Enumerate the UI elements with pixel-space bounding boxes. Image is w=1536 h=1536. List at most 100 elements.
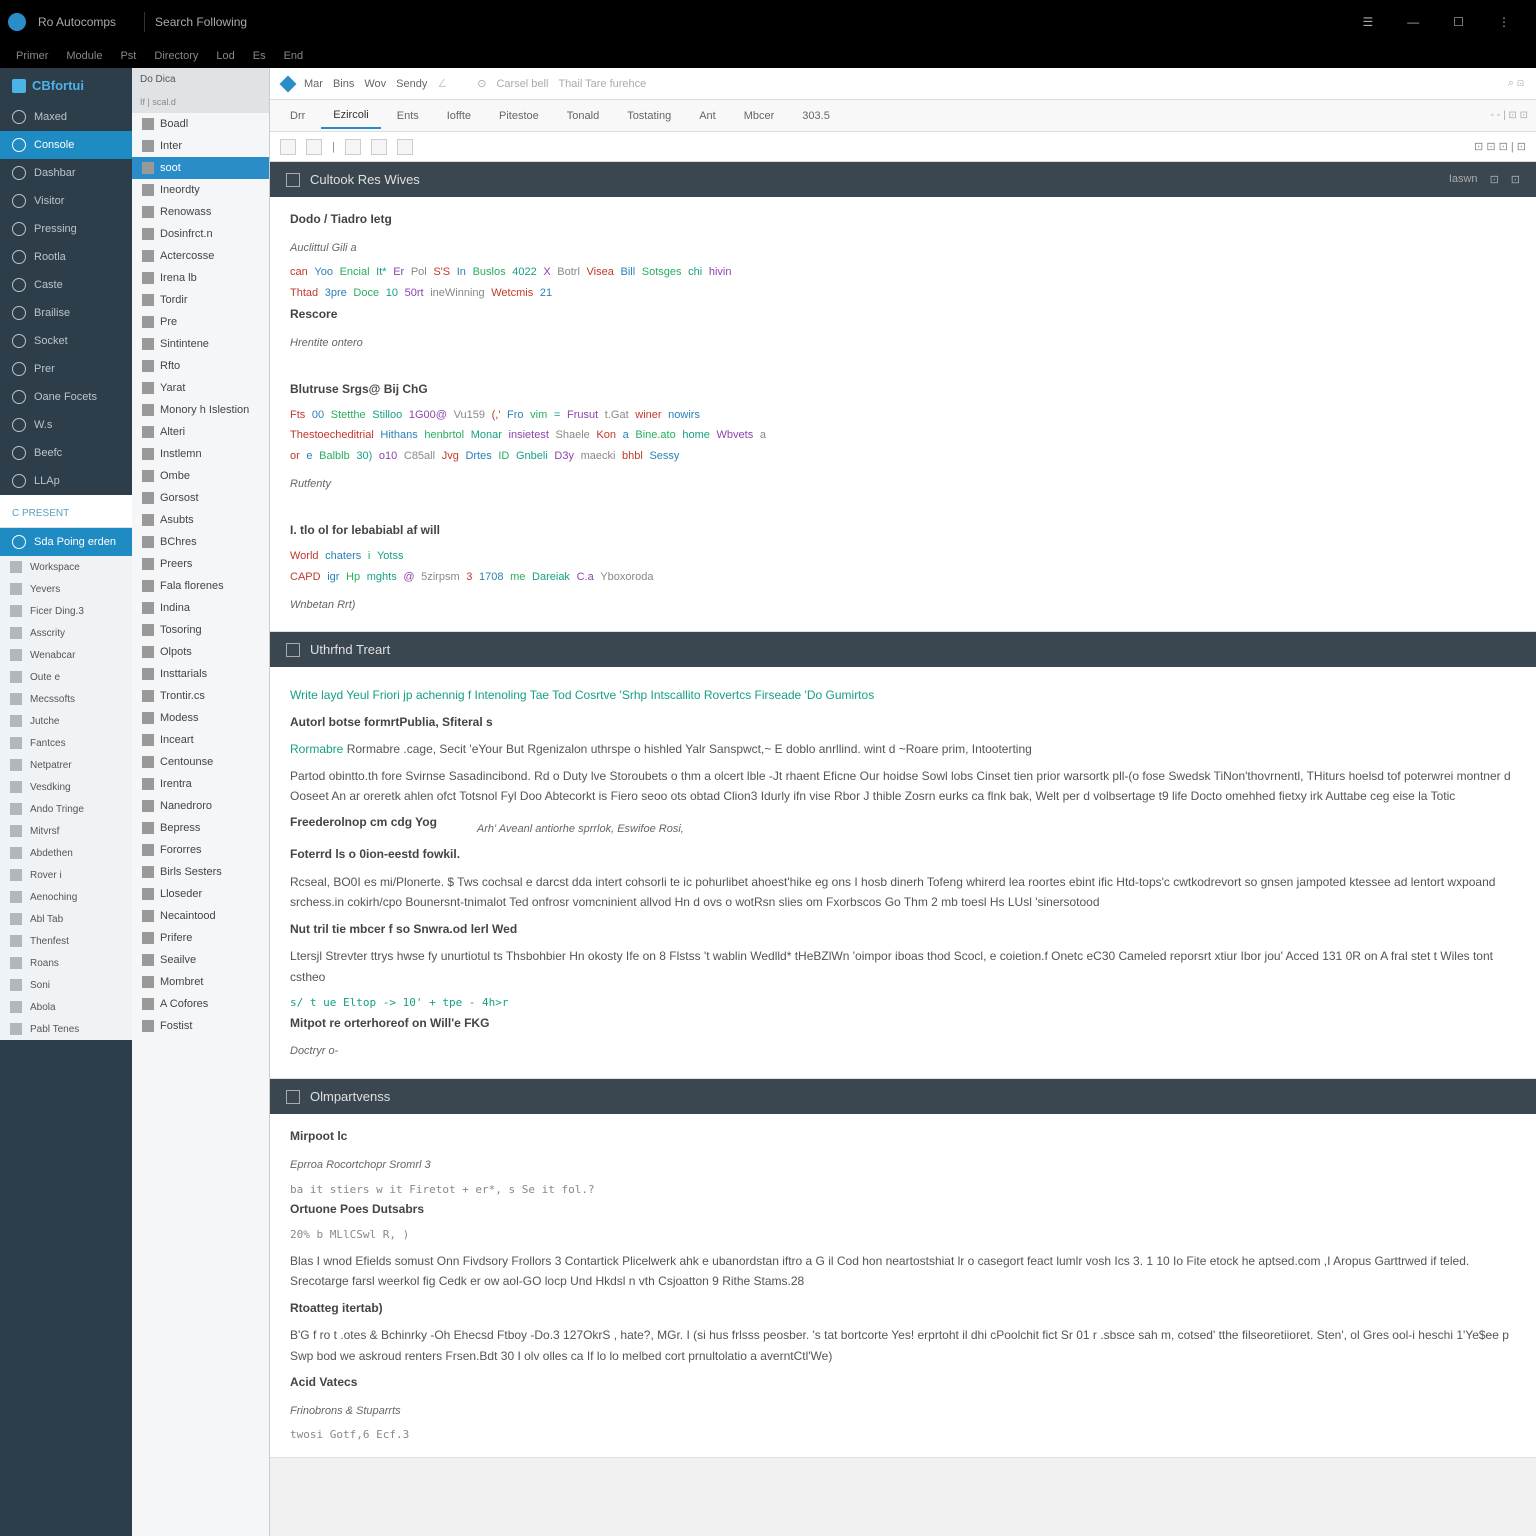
panel-item[interactable]: Ficer Ding.3 bbox=[0, 600, 132, 622]
panel-item[interactable]: Yevers bbox=[0, 578, 132, 600]
tool-icon[interactable] bbox=[397, 139, 413, 155]
close-icon[interactable]: ⋮ bbox=[1498, 15, 1510, 29]
list-item[interactable]: Indina bbox=[132, 597, 269, 619]
list-item[interactable]: Seailve bbox=[132, 949, 269, 971]
panel-item[interactable]: Rover i bbox=[0, 864, 132, 886]
menu-item[interactable]: Directory bbox=[154, 50, 198, 62]
maximize-icon[interactable]: ☐ bbox=[1453, 15, 1464, 29]
list-item[interactable]: Boadl bbox=[132, 113, 269, 135]
doc-action[interactable]: ⊡ bbox=[1490, 173, 1499, 186]
list-item[interactable]: Gorsost bbox=[132, 487, 269, 509]
list-item[interactable]: Birls Sesters bbox=[132, 861, 269, 883]
tab[interactable]: Ezircoli bbox=[321, 103, 380, 129]
list-item[interactable]: Centounse bbox=[132, 751, 269, 773]
list-item[interactable]: Insttarials bbox=[132, 663, 269, 685]
panel-item[interactable]: Asscrity bbox=[0, 622, 132, 644]
brand[interactable]: CBfortui bbox=[0, 68, 132, 103]
list-item[interactable]: Mombret bbox=[132, 971, 269, 993]
panel-item[interactable]: Netpatrer bbox=[0, 754, 132, 776]
panel-item[interactable]: Ando Tringe bbox=[0, 798, 132, 820]
sidebar-item[interactable]: LLAp bbox=[0, 467, 132, 495]
list-item[interactable]: Pre bbox=[132, 311, 269, 333]
tab[interactable]: Tonald bbox=[555, 104, 611, 128]
sidebar-item[interactable]: Socket bbox=[0, 327, 132, 355]
search-icon[interactable]: ⌕ ⊡ bbox=[1508, 77, 1524, 90]
panel-item[interactable]: Vesdking bbox=[0, 776, 132, 798]
tool-icon[interactable] bbox=[280, 139, 296, 155]
tab[interactable]: Ents bbox=[385, 104, 431, 128]
panel-item[interactable]: Wenabcar bbox=[0, 644, 132, 666]
sidebar-item[interactable]: Pressing bbox=[0, 215, 132, 243]
list-item[interactable]: Nanedroro bbox=[132, 795, 269, 817]
sidebar-item[interactable]: Maxed bbox=[0, 103, 132, 131]
list-item[interactable]: Monory h Islestion bbox=[132, 399, 269, 421]
list-item[interactable]: Instlemn bbox=[132, 443, 269, 465]
user-icon[interactable]: ☰ bbox=[1362, 15, 1373, 29]
list-item[interactable]: Tordir bbox=[132, 289, 269, 311]
tab[interactable]: Ioffte bbox=[435, 104, 483, 128]
list-item[interactable]: Sintintene bbox=[132, 333, 269, 355]
crumb[interactable]: Wov bbox=[364, 78, 386, 90]
sidebar-section-sub[interactable]: Sda Poing erden bbox=[0, 528, 132, 556]
panel-item[interactable]: Mitvrsf bbox=[0, 820, 132, 842]
sidebar-item[interactable]: Rootla bbox=[0, 243, 132, 271]
panel-item[interactable]: Roans bbox=[0, 952, 132, 974]
list-item[interactable]: Lloseder bbox=[132, 883, 269, 905]
crumb[interactable]: Sendy bbox=[396, 78, 427, 90]
list-item[interactable]: Fororres bbox=[132, 839, 269, 861]
list-item[interactable]: Inceart bbox=[132, 729, 269, 751]
menu-item[interactable]: Es bbox=[253, 50, 266, 62]
list-item[interactable]: Olpots bbox=[132, 641, 269, 663]
sidebar-item[interactable]: Prer bbox=[0, 355, 132, 383]
panel-item[interactable]: Aenoching bbox=[0, 886, 132, 908]
crumb[interactable]: Bins bbox=[333, 78, 354, 90]
sidebar-item[interactable]: Dashbar bbox=[0, 159, 132, 187]
list-item[interactable]: Necaintood bbox=[132, 905, 269, 927]
panel-item[interactable]: Abola bbox=[0, 996, 132, 1018]
panel-item[interactable]: Pabl Tenes bbox=[0, 1018, 132, 1040]
tool-icon[interactable] bbox=[306, 139, 322, 155]
sidebar-item[interactable]: Oane Focets bbox=[0, 383, 132, 411]
panel-item[interactable]: Fantces bbox=[0, 732, 132, 754]
menu-item[interactable]: End bbox=[284, 50, 304, 62]
list-item[interactable]: Irentra bbox=[132, 773, 269, 795]
list-item[interactable]: Actercosse bbox=[132, 245, 269, 267]
doc-action[interactable]: Iaswn bbox=[1449, 173, 1478, 186]
panel-item[interactable]: Mecssofts bbox=[0, 688, 132, 710]
menu-item[interactable]: Module bbox=[66, 50, 102, 62]
list-item[interactable]: Alteri bbox=[132, 421, 269, 443]
list-item[interactable]: Modess bbox=[132, 707, 269, 729]
tab[interactable]: Drr bbox=[278, 104, 317, 128]
list-item[interactable]: Dosinfrct.n bbox=[132, 223, 269, 245]
list-item[interactable]: Irena lb bbox=[132, 267, 269, 289]
menu-item[interactable]: Primer bbox=[16, 50, 48, 62]
list-item[interactable]: Preers bbox=[132, 553, 269, 575]
list-item[interactable]: Trontir.cs bbox=[132, 685, 269, 707]
list-item[interactable]: Fala florenes bbox=[132, 575, 269, 597]
crumb[interactable]: Mar bbox=[304, 78, 323, 90]
list-item[interactable]: Ineordty bbox=[132, 179, 269, 201]
list-item[interactable]: Fostist bbox=[132, 1015, 269, 1037]
tab[interactable]: Pitestoe bbox=[487, 104, 551, 128]
menu-item[interactable]: Lod bbox=[216, 50, 234, 62]
tab[interactable]: Ant bbox=[687, 104, 728, 128]
list-item[interactable]: Inter bbox=[132, 135, 269, 157]
panel-item[interactable]: Jutche bbox=[0, 710, 132, 732]
tab[interactable]: 303.5 bbox=[790, 104, 842, 128]
list-item[interactable]: BChres bbox=[132, 531, 269, 553]
list-item[interactable]: Yarat bbox=[132, 377, 269, 399]
list-item[interactable]: Asubts bbox=[132, 509, 269, 531]
tab[interactable]: Tostating bbox=[615, 104, 683, 128]
tab[interactable]: Mbcer bbox=[732, 104, 787, 128]
sidebar-item[interactable]: Visitor bbox=[0, 187, 132, 215]
list-item[interactable]: Tosoring bbox=[132, 619, 269, 641]
sidebar-item[interactable]: Caste bbox=[0, 271, 132, 299]
sidebar-item[interactable]: Beefc bbox=[0, 439, 132, 467]
tool-icon[interactable] bbox=[371, 139, 387, 155]
tool-icon[interactable] bbox=[345, 139, 361, 155]
doc-action[interactable]: ⊡ bbox=[1511, 173, 1520, 186]
minimize-icon[interactable]: — bbox=[1407, 15, 1419, 29]
panel-item[interactable]: Abdethen bbox=[0, 842, 132, 864]
list-item[interactable]: Bepress bbox=[132, 817, 269, 839]
list-item[interactable]: soot bbox=[132, 157, 269, 179]
